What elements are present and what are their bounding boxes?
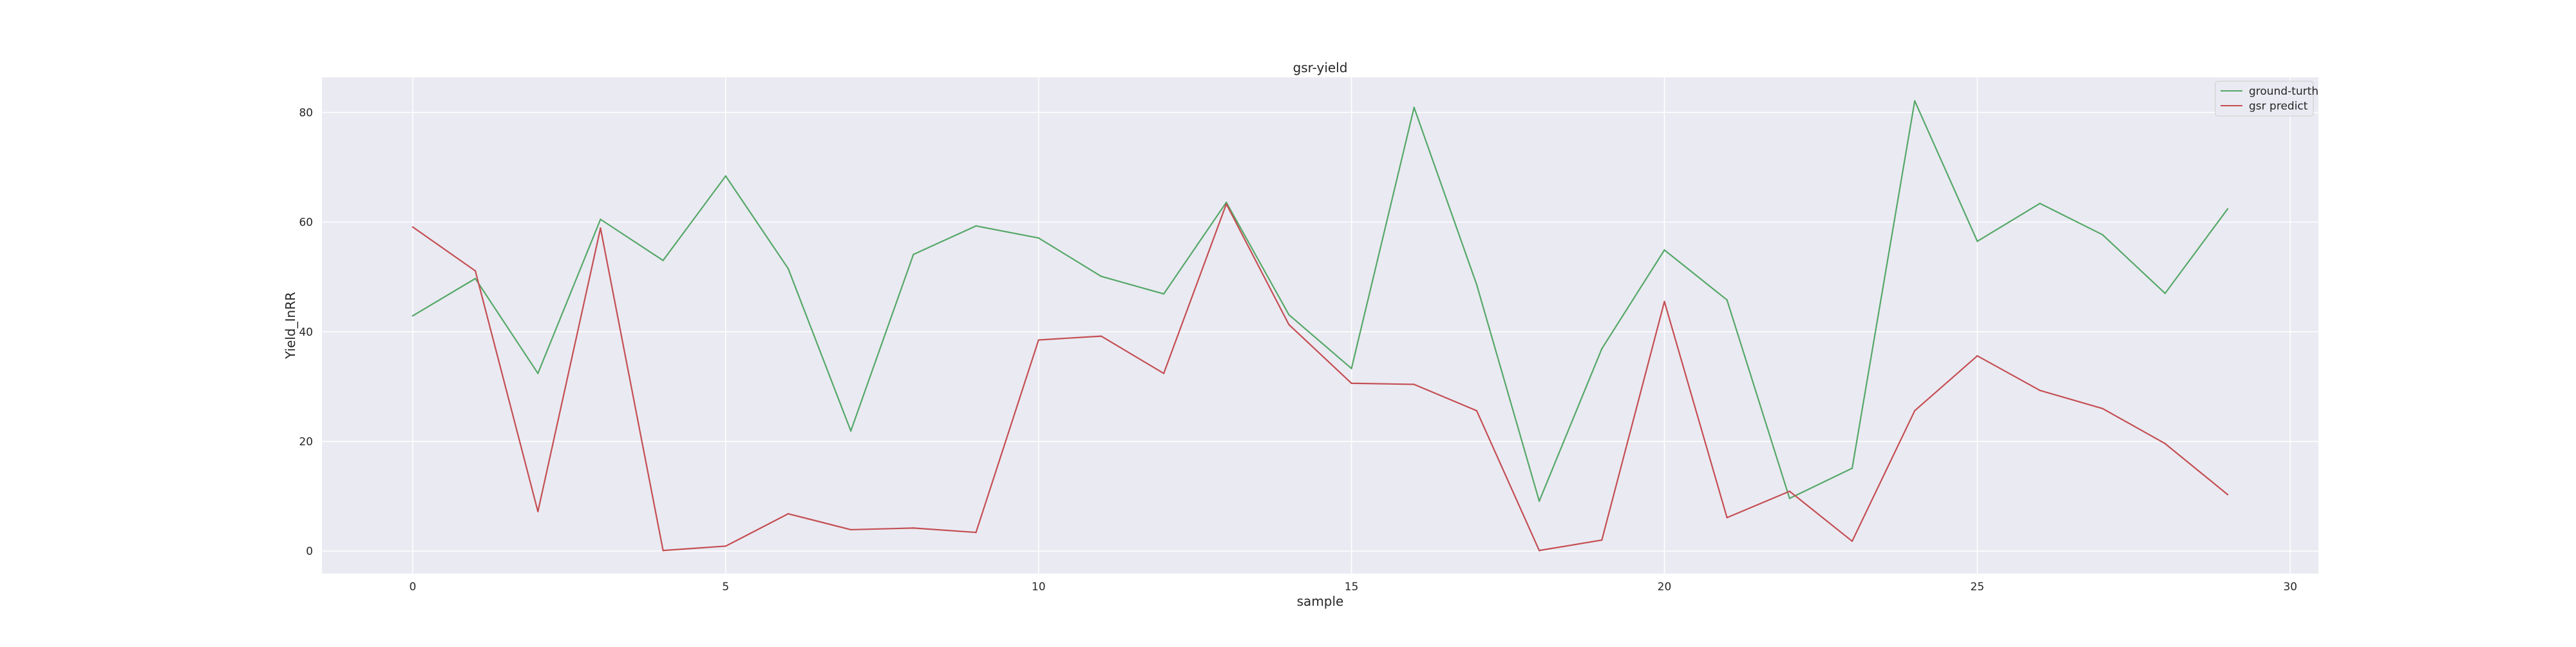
x-tick-label: 0 xyxy=(409,581,416,594)
data-point-ground-turth xyxy=(1663,249,1665,251)
data-point-ground-turth xyxy=(1851,467,1853,469)
data-point-ground-turth xyxy=(2164,293,2166,295)
gridlines xyxy=(322,77,2318,574)
data-point-gsr-predict xyxy=(1475,410,1478,412)
x-tick-label: 25 xyxy=(1971,581,1985,594)
data-point-ground-turth xyxy=(1726,299,1728,301)
data-point-gsr-predict xyxy=(2101,407,2103,410)
data-point-gsr-predict xyxy=(1350,382,1352,384)
data-point-ground-turth xyxy=(1162,293,1165,295)
data-point-gsr-predict xyxy=(1538,550,1540,552)
data-point-ground-turth xyxy=(1226,201,1227,204)
data-point-ground-turth xyxy=(662,259,664,262)
data-point-gsr-predict xyxy=(1663,300,1665,303)
legend: ground-turth gsr predict xyxy=(2215,81,2318,117)
data-point-ground-turth xyxy=(1037,237,1039,239)
data-point-ground-turth xyxy=(1913,100,1916,102)
data-point-ground-turth xyxy=(849,430,852,432)
data-point-gsr-predict xyxy=(913,527,914,529)
data-point-ground-turth xyxy=(724,175,727,177)
data-point-ground-turth xyxy=(600,218,601,220)
data-point-gsr-predict xyxy=(600,227,601,229)
y-axis-label: Yield_InRR xyxy=(283,292,298,360)
data-point-ground-turth xyxy=(1538,500,1540,502)
data-point-ground-turth xyxy=(975,225,977,227)
y-tick-label: 60 xyxy=(299,217,313,229)
data-point-ground-turth xyxy=(1288,314,1290,316)
data-point-gsr-predict xyxy=(474,270,477,272)
data-point-ground-turth xyxy=(1350,367,1352,369)
x-tick-label: 20 xyxy=(1658,581,1672,594)
tick-labels: 0 5 10 15 20 25 30 0 20 40 60 80 xyxy=(299,106,2297,594)
legend-label-gsr-predict: gsr predict xyxy=(2249,100,2308,113)
x-axis-label: sample xyxy=(1297,594,1344,609)
x-tick-label: 30 xyxy=(2283,581,2297,594)
data-point-gsr-predict xyxy=(2226,494,2229,496)
legend-label-ground-turth: ground-turth xyxy=(2249,85,2318,98)
data-point-gsr-predict xyxy=(787,513,790,515)
data-point-ground-turth xyxy=(474,278,477,280)
data-point-gsr-predict xyxy=(1413,383,1415,385)
data-point-ground-turth xyxy=(537,372,539,374)
x-tick-label: 10 xyxy=(1032,581,1046,594)
data-point-gsr-predict xyxy=(2039,389,2041,392)
chart-title: gsr-yield xyxy=(1293,60,1348,75)
legend-box xyxy=(2215,81,2314,117)
data-point-gsr-predict xyxy=(1100,335,1103,337)
data-point-ground-turth xyxy=(2101,233,2103,236)
data-point-ground-turth xyxy=(1413,106,1415,108)
x-tick-label: 15 xyxy=(1345,581,1359,594)
data-point-gsr-predict xyxy=(537,510,539,513)
data-point-ground-turth xyxy=(1475,284,1478,285)
y-tick-label: 0 xyxy=(306,545,313,558)
data-point-gsr-predict xyxy=(1788,490,1791,492)
data-point-gsr-predict xyxy=(849,528,852,531)
y-tick-label: 20 xyxy=(299,436,313,449)
data-point-ground-turth xyxy=(2226,208,2229,210)
data-point-gsr-predict xyxy=(1726,517,1728,519)
data-point-ground-turth xyxy=(2039,202,2041,204)
data-point-gsr-predict xyxy=(1851,540,1853,543)
data-point-gsr-predict xyxy=(1601,539,1603,541)
data-point-gsr-predict xyxy=(1288,324,1290,325)
data-point-gsr-predict xyxy=(412,226,414,228)
y-tick-label: 40 xyxy=(299,326,313,339)
data-point-gsr-predict xyxy=(1226,203,1227,205)
series-lines xyxy=(412,100,2229,552)
data-point-gsr-predict xyxy=(1913,410,1916,412)
data-point-gsr-predict xyxy=(662,550,664,552)
x-tick-label: 5 xyxy=(722,581,729,594)
data-point-ground-turth xyxy=(1601,347,1603,350)
data-point-ground-turth xyxy=(1788,497,1791,499)
plot-area xyxy=(322,77,2318,574)
series-line-gsr-predict xyxy=(412,203,2228,552)
data-point-ground-turth xyxy=(1976,240,1978,242)
data-point-gsr-predict xyxy=(1162,372,1165,374)
data-point-ground-turth xyxy=(1100,275,1103,278)
data-point-gsr-predict xyxy=(975,531,977,534)
series-line-ground-turth xyxy=(412,100,2228,502)
data-point-gsr-predict xyxy=(1037,339,1039,341)
data-point-gsr-predict xyxy=(1976,355,1978,357)
data-point-gsr-predict xyxy=(2164,443,2166,445)
y-tick-label: 80 xyxy=(299,106,313,119)
data-point-ground-turth xyxy=(787,267,790,270)
data-point-ground-turth xyxy=(913,253,914,256)
data-point-ground-turth xyxy=(412,314,414,317)
data-point-gsr-predict xyxy=(724,545,727,547)
